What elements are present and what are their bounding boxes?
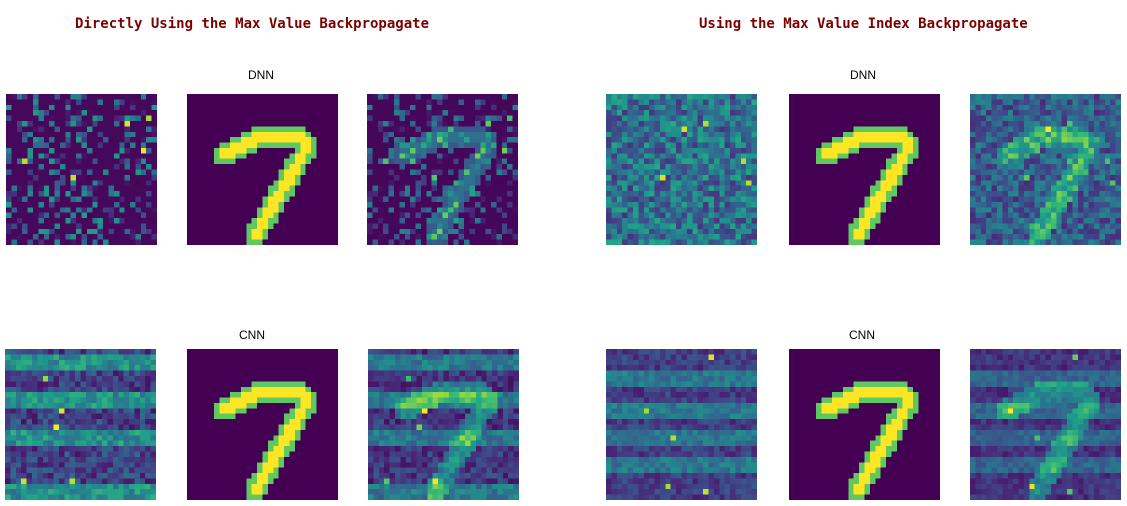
row-label-left-dnn: DNN	[248, 68, 274, 82]
section-title-right: Using the Max Value Index Backpropagate	[699, 16, 1028, 32]
left-cnn-overlay-map	[368, 349, 519, 500]
right-cnn-overlay-map	[970, 349, 1121, 500]
left-dnn-saliency-map	[6, 94, 157, 245]
row-label-right-cnn: CNN	[849, 328, 875, 342]
left-dnn-input-digit	[187, 94, 338, 245]
left-cnn-input-digit	[187, 349, 338, 500]
left-dnn-overlay-map	[367, 94, 518, 245]
right-dnn-saliency-map	[606, 94, 757, 245]
right-cnn-saliency-map	[606, 349, 757, 500]
right-dnn-overlay-map	[970, 94, 1121, 245]
row-label-left-cnn: CNN	[239, 328, 265, 342]
right-cnn-input-digit	[789, 349, 940, 500]
right-dnn-input-digit	[789, 94, 940, 245]
section-title-left: Directly Using the Max Value Backpropaga…	[75, 16, 430, 32]
left-cnn-saliency-map	[5, 349, 156, 500]
row-label-right-dnn: DNN	[850, 68, 876, 82]
